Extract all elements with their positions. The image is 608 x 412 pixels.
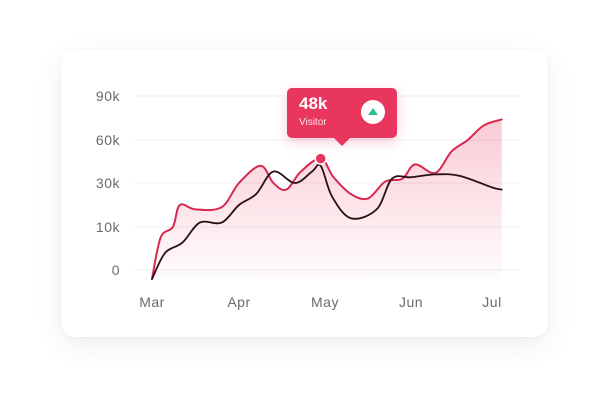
y-tick-label: 30k	[96, 175, 121, 191]
marker-layer	[314, 152, 327, 165]
y-tick-label: 0	[112, 262, 120, 278]
x-tick-label: Mar	[139, 294, 165, 310]
x-tick-label: Jun	[399, 294, 423, 310]
x-axis-labels: Mar Apr May Jun Jul	[139, 294, 501, 310]
y-tick-label: 60k	[96, 132, 121, 148]
series-layer	[151, 118, 503, 280]
x-tick-label: May	[311, 294, 339, 310]
tooltip-marker	[314, 152, 327, 165]
secondary-line	[151, 163, 503, 280]
arrow-up-icon	[361, 100, 385, 124]
tooltip-label: Visitor	[299, 117, 327, 128]
visitor-tooltip: 48k Visitor	[287, 88, 397, 146]
x-tick-label: Jul	[482, 294, 501, 310]
x-tick-label: Apr	[227, 294, 250, 310]
y-tick-label: 10k	[96, 219, 121, 235]
series-area	[152, 119, 502, 279]
y-tick-label: 90k	[96, 88, 121, 104]
y-axis-labels: 0 10k 30k 60k 90k	[96, 88, 121, 278]
tooltip-value: 48k	[299, 94, 328, 113]
